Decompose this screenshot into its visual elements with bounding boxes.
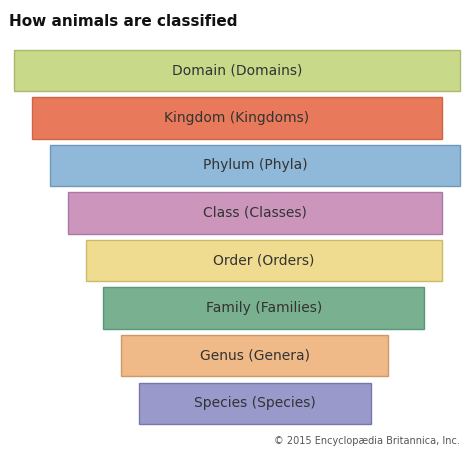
FancyBboxPatch shape [50, 145, 460, 186]
Text: Species (Species): Species (Species) [194, 396, 316, 410]
FancyBboxPatch shape [85, 240, 442, 281]
Text: Domain (Domains): Domain (Domains) [172, 63, 302, 77]
FancyBboxPatch shape [14, 50, 460, 91]
Text: Kingdom (Kingdoms): Kingdom (Kingdoms) [164, 111, 310, 125]
FancyBboxPatch shape [103, 287, 424, 329]
Text: © 2015 Encyclopædia Britannica, Inc.: © 2015 Encyclopædia Britannica, Inc. [274, 437, 460, 446]
Text: Genus (Genera): Genus (Genera) [200, 349, 310, 363]
FancyBboxPatch shape [139, 382, 371, 424]
FancyBboxPatch shape [32, 97, 442, 138]
Text: Class (Classes): Class (Classes) [203, 206, 307, 220]
Text: Phylum (Phyla): Phylum (Phyla) [202, 158, 307, 172]
Text: Family (Families): Family (Families) [206, 301, 322, 315]
Text: How animals are classified: How animals are classified [9, 14, 238, 28]
FancyBboxPatch shape [68, 192, 442, 234]
FancyBboxPatch shape [121, 335, 389, 377]
Text: Order (Orders): Order (Orders) [213, 253, 314, 267]
